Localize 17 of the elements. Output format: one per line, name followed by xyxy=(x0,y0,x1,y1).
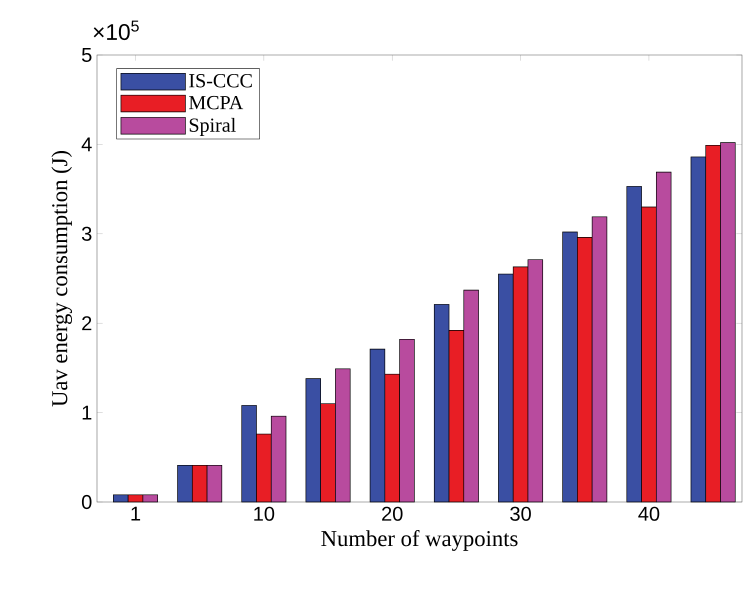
x-tick-label: 10 xyxy=(254,506,274,521)
x-tick-label: 30 xyxy=(510,506,531,521)
x-tick-label: 40 xyxy=(638,506,660,521)
legend-label: IS-CCC xyxy=(189,74,252,88)
y-tick-label: 5 xyxy=(82,48,92,62)
legend-label: Spiral xyxy=(190,118,236,136)
y-tick-label: 3 xyxy=(82,226,92,241)
text: ×10$^{5}$ xyxy=(94,20,139,40)
x-tick-label: 20 xyxy=(382,506,403,521)
x-tick-label: 1 xyxy=(131,506,140,520)
x-axis-title: Number of waypoints xyxy=(321,530,518,551)
y-tick-label: 0 xyxy=(82,494,92,510)
y-axis-title: Uav energy consumption (J) xyxy=(51,150,72,407)
y-tick-label: 1 xyxy=(82,406,92,420)
y-tick-label: 2 xyxy=(82,316,92,330)
legend-label: MCPA xyxy=(189,96,244,110)
y-tick-label: 4 xyxy=(82,138,92,152)
